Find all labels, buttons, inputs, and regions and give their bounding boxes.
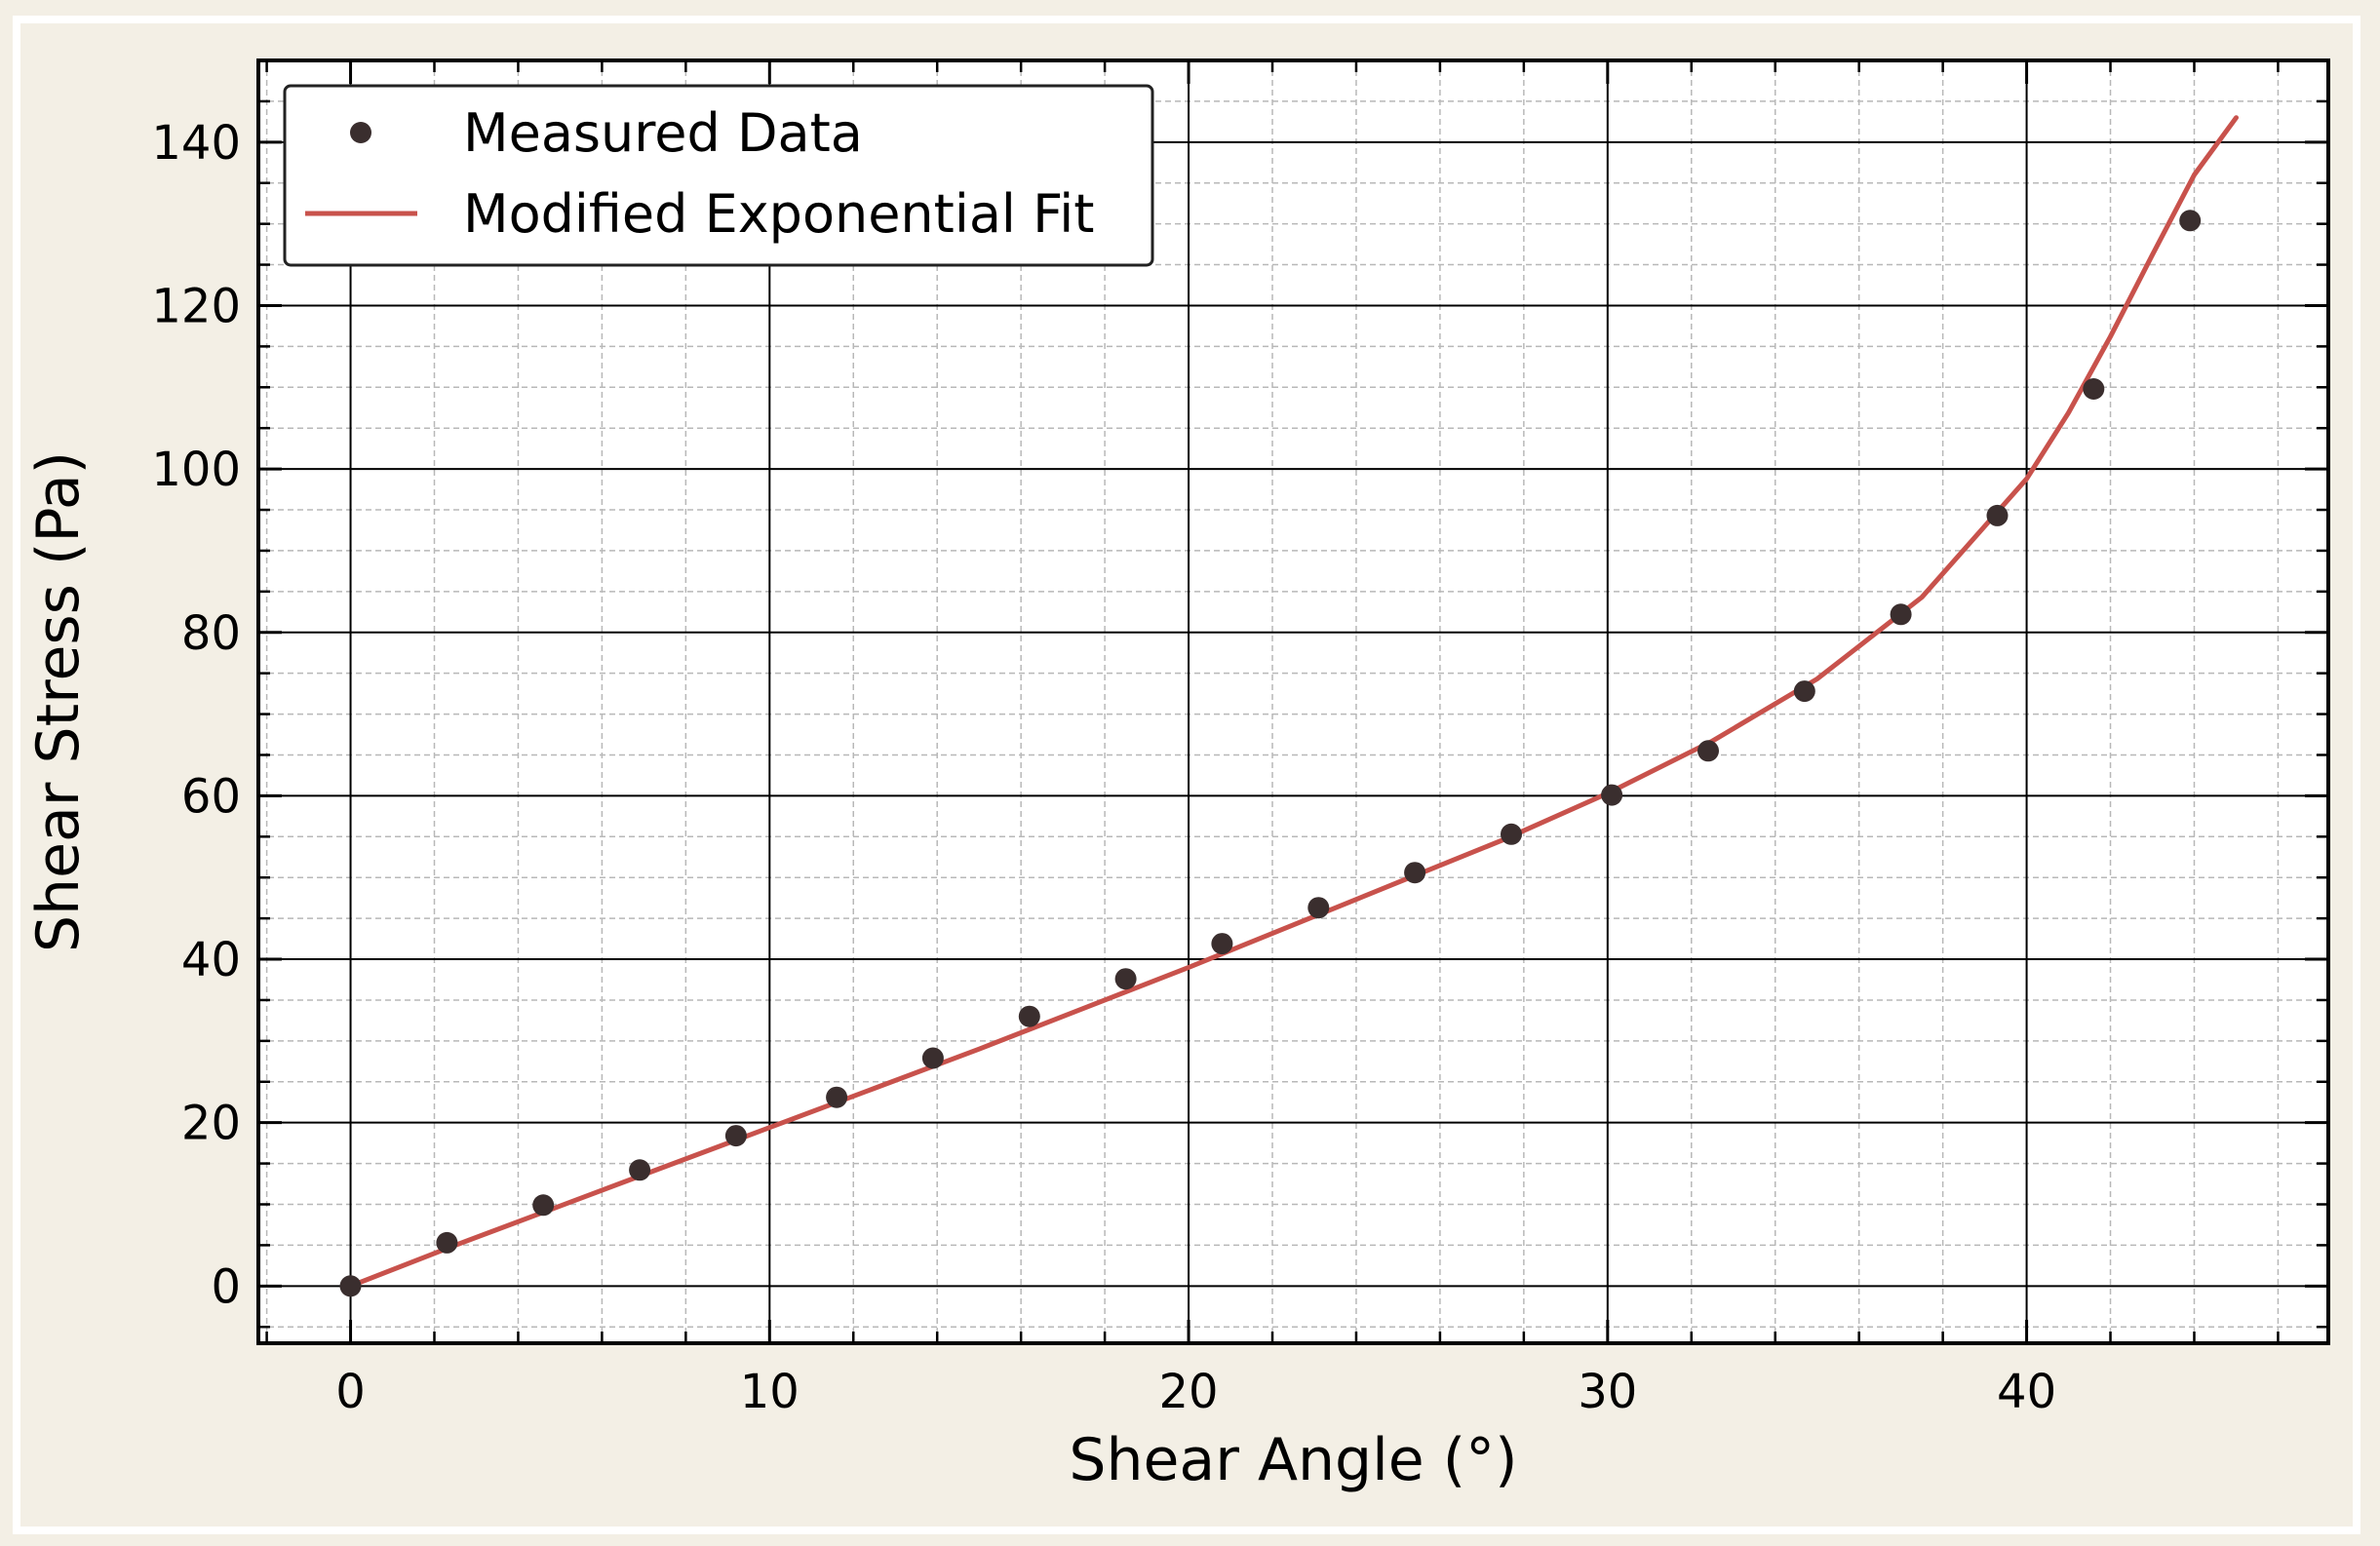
x-tick-label: 20 [1159, 1365, 1219, 1419]
data-point [1501, 823, 1522, 845]
data-point [436, 1231, 458, 1254]
legend: Measured Data Modified Exponential Fit [283, 84, 1154, 267]
data-point [921, 1047, 944, 1069]
data-point [1793, 680, 1815, 703]
legend-label: Modified Exponential Fit [463, 183, 1094, 245]
x-tick-label: 10 [740, 1365, 800, 1419]
minor-grid [258, 59, 2328, 1343]
data-point [2179, 210, 2202, 232]
y-axis-title: Shear Stress (Pa) [24, 451, 93, 952]
figure-inner-border [13, 16, 2360, 1534]
data-point [1307, 897, 1330, 919]
y-tick-label: 20 [181, 1097, 241, 1151]
legend-box [283, 84, 1154, 267]
data-point [1018, 1005, 1040, 1027]
data-point [629, 1159, 651, 1181]
data-point [1986, 504, 2009, 526]
x-tick-label: 0 [335, 1365, 366, 1419]
plot-frame [256, 58, 2330, 1345]
legend-marker-measured [350, 122, 371, 143]
data-point [1697, 740, 1719, 762]
data-point [2083, 378, 2105, 400]
legend-label: Measured Data [463, 102, 863, 164]
y-tick-label: 0 [211, 1259, 241, 1314]
y-tick-label: 60 [181, 769, 241, 824]
data-point [1404, 862, 1426, 884]
x-tick-label: 30 [1578, 1365, 1637, 1419]
y-tick-label: 80 [181, 606, 241, 661]
data-point [724, 1125, 747, 1147]
y-tick-label: 140 [151, 116, 241, 171]
data-point [1114, 968, 1137, 990]
x-tick-label: 40 [1997, 1365, 2056, 1419]
y-tick-label: 120 [151, 279, 241, 333]
data-point [1211, 933, 1233, 955]
data-point [1601, 784, 1623, 806]
series-layer [339, 115, 2239, 1297]
y-tick-label: 40 [181, 933, 241, 987]
data-point [532, 1194, 555, 1217]
x-axis-title: Shear Angle (°) [1069, 1426, 1517, 1494]
y-tick-label: 100 [151, 443, 241, 497]
plot-area [258, 60, 2328, 1343]
data-point [826, 1086, 848, 1108]
data-point [339, 1275, 362, 1297]
data-point [1890, 603, 1912, 626]
fit-line [348, 115, 2239, 1289]
tick-labels: 0 10 20 30 40 0 20 40 60 80 100 120 140 [151, 116, 2056, 1419]
